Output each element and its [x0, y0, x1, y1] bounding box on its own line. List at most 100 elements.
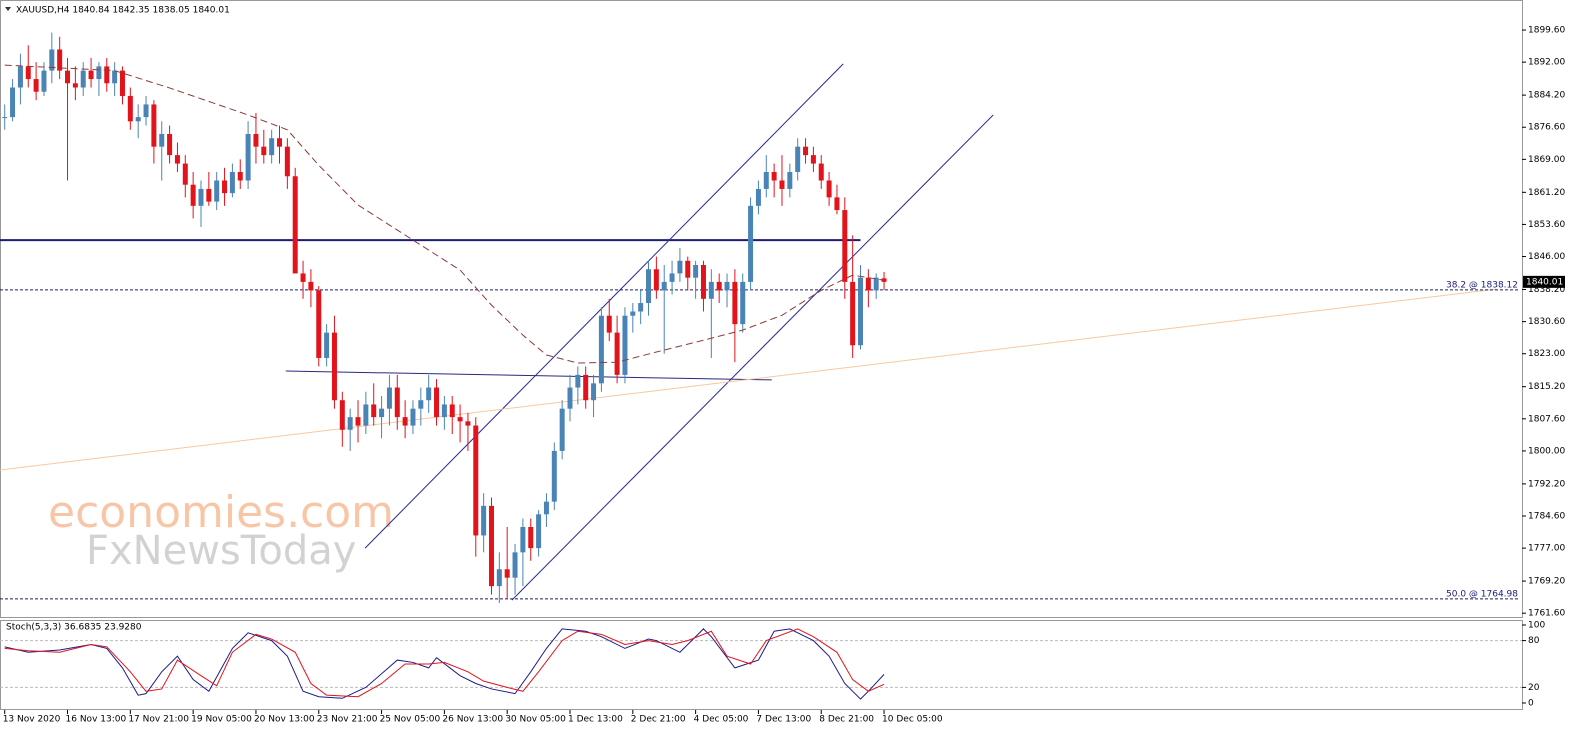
fib-label: 50.0 @ 1764.98 [1446, 589, 1518, 599]
indicator-tick-label: 80 [1528, 636, 1540, 646]
candle-body [716, 281, 722, 291]
candle-body [677, 260, 683, 274]
candle-body [559, 408, 565, 451]
candle-body [72, 83, 78, 88]
y-tick-label: 1769.20 [1528, 577, 1565, 587]
candle-body [873, 277, 879, 291]
candle-body [810, 155, 816, 164]
candle-body [339, 400, 345, 430]
candle-body [763, 172, 769, 189]
x-tick-label: 10 Dec 05:00 [882, 715, 943, 725]
indicator-tick-label: 0 [1528, 698, 1534, 708]
y-tick-label: 1899.60 [1528, 26, 1565, 36]
candle-body [543, 501, 549, 515]
candle-body [394, 387, 400, 418]
candle-body [708, 281, 714, 299]
trend-line [511, 114, 994, 601]
candle-body [685, 260, 691, 278]
candle-body [669, 273, 675, 282]
candle-body [434, 387, 440, 418]
candle-body [316, 290, 322, 358]
candle-body [755, 188, 761, 206]
candle-body [488, 505, 494, 587]
candle-body [473, 425, 479, 536]
candle-body [732, 281, 738, 325]
candle-body [834, 197, 840, 211]
candle-body [245, 133, 251, 181]
candle-body [277, 138, 283, 147]
candle-body [25, 66, 31, 80]
candle-body [857, 277, 863, 346]
menu-arrow[interactable] [5, 7, 11, 11]
candle-body [49, 49, 55, 71]
candle-body [787, 172, 793, 189]
y-tick-label: 1861.20 [1528, 188, 1565, 198]
candle-body [151, 104, 157, 147]
x-tick-label: 8 Dec 21:00 [819, 715, 874, 725]
candle-body [536, 514, 542, 549]
y-tick-label: 1853.60 [1528, 220, 1565, 230]
x-tick-label: 19 Nov 05:00 [191, 715, 252, 725]
main-panel-border [0, 0, 1523, 618]
trend-line [364, 63, 844, 549]
candle-body [386, 387, 392, 409]
candle-body [2, 117, 8, 119]
stochastic-line [4, 628, 885, 698]
watermark: economies.com [48, 487, 394, 538]
y-tick-label: 1784.60 [1528, 512, 1565, 522]
candle-body [826, 180, 832, 198]
candle-body [237, 172, 243, 181]
candle-body [371, 404, 377, 418]
candle-body [449, 404, 455, 418]
x-tick-label: 30 Nov 05:00 [505, 715, 566, 725]
candle-body [803, 146, 809, 156]
candle-body [10, 87, 16, 118]
candle-body [795, 146, 801, 173]
last-price-box [1523, 275, 1565, 288]
candle-body [598, 315, 604, 384]
x-tick-label: 13 Nov 2020 [3, 715, 61, 725]
candle-body [143, 104, 149, 118]
y-tick-label: 1777.00 [1528, 544, 1565, 554]
candle-body [112, 70, 118, 84]
watermark: FxNewsToday [86, 528, 356, 574]
candle-body [646, 269, 652, 304]
candle-body [355, 417, 361, 426]
candle-body [174, 155, 180, 164]
trend-line [285, 370, 772, 381]
indicator-title: Stoch(5,3,3) 36.6835 23.9280 [6, 623, 142, 633]
candle-body [253, 133, 259, 147]
candle-body [842, 210, 848, 282]
y-tick-label: 1884.20 [1528, 91, 1565, 101]
x-tick-label: 1 Dec 13:00 [568, 715, 623, 725]
candle-body [57, 49, 63, 71]
candle-body [308, 281, 314, 291]
y-tick-label: 1846.00 [1528, 252, 1565, 262]
candle-body [591, 383, 597, 401]
candle-body [402, 417, 408, 426]
candle-body [379, 408, 385, 418]
candle-body [465, 421, 471, 426]
candle-body [748, 205, 754, 282]
candle-body [331, 332, 337, 401]
candle-body [80, 70, 86, 88]
candle-body [865, 277, 871, 291]
moving-average [4, 64, 885, 364]
candle-body [771, 172, 777, 181]
candle-body [481, 505, 487, 536]
candle-body [104, 66, 110, 84]
candle-body [551, 450, 557, 502]
candle-body [528, 526, 534, 549]
candle-body [229, 172, 235, 194]
chart-title: XAUUSD,H4 1840.84 1842.35 1838.05 1840.0… [16, 6, 230, 16]
candle-body [17, 66, 23, 88]
candle-body [410, 408, 416, 426]
candle-body [300, 273, 306, 282]
x-tick-label: 23 Nov 21:00 [317, 715, 378, 725]
candle-body [693, 264, 699, 278]
trend-line [0, 288, 1497, 471]
candle-body [159, 133, 165, 147]
x-tick-label: 2 Dec 21:00 [631, 715, 686, 725]
y-tick-label: 1830.60 [1528, 317, 1565, 327]
